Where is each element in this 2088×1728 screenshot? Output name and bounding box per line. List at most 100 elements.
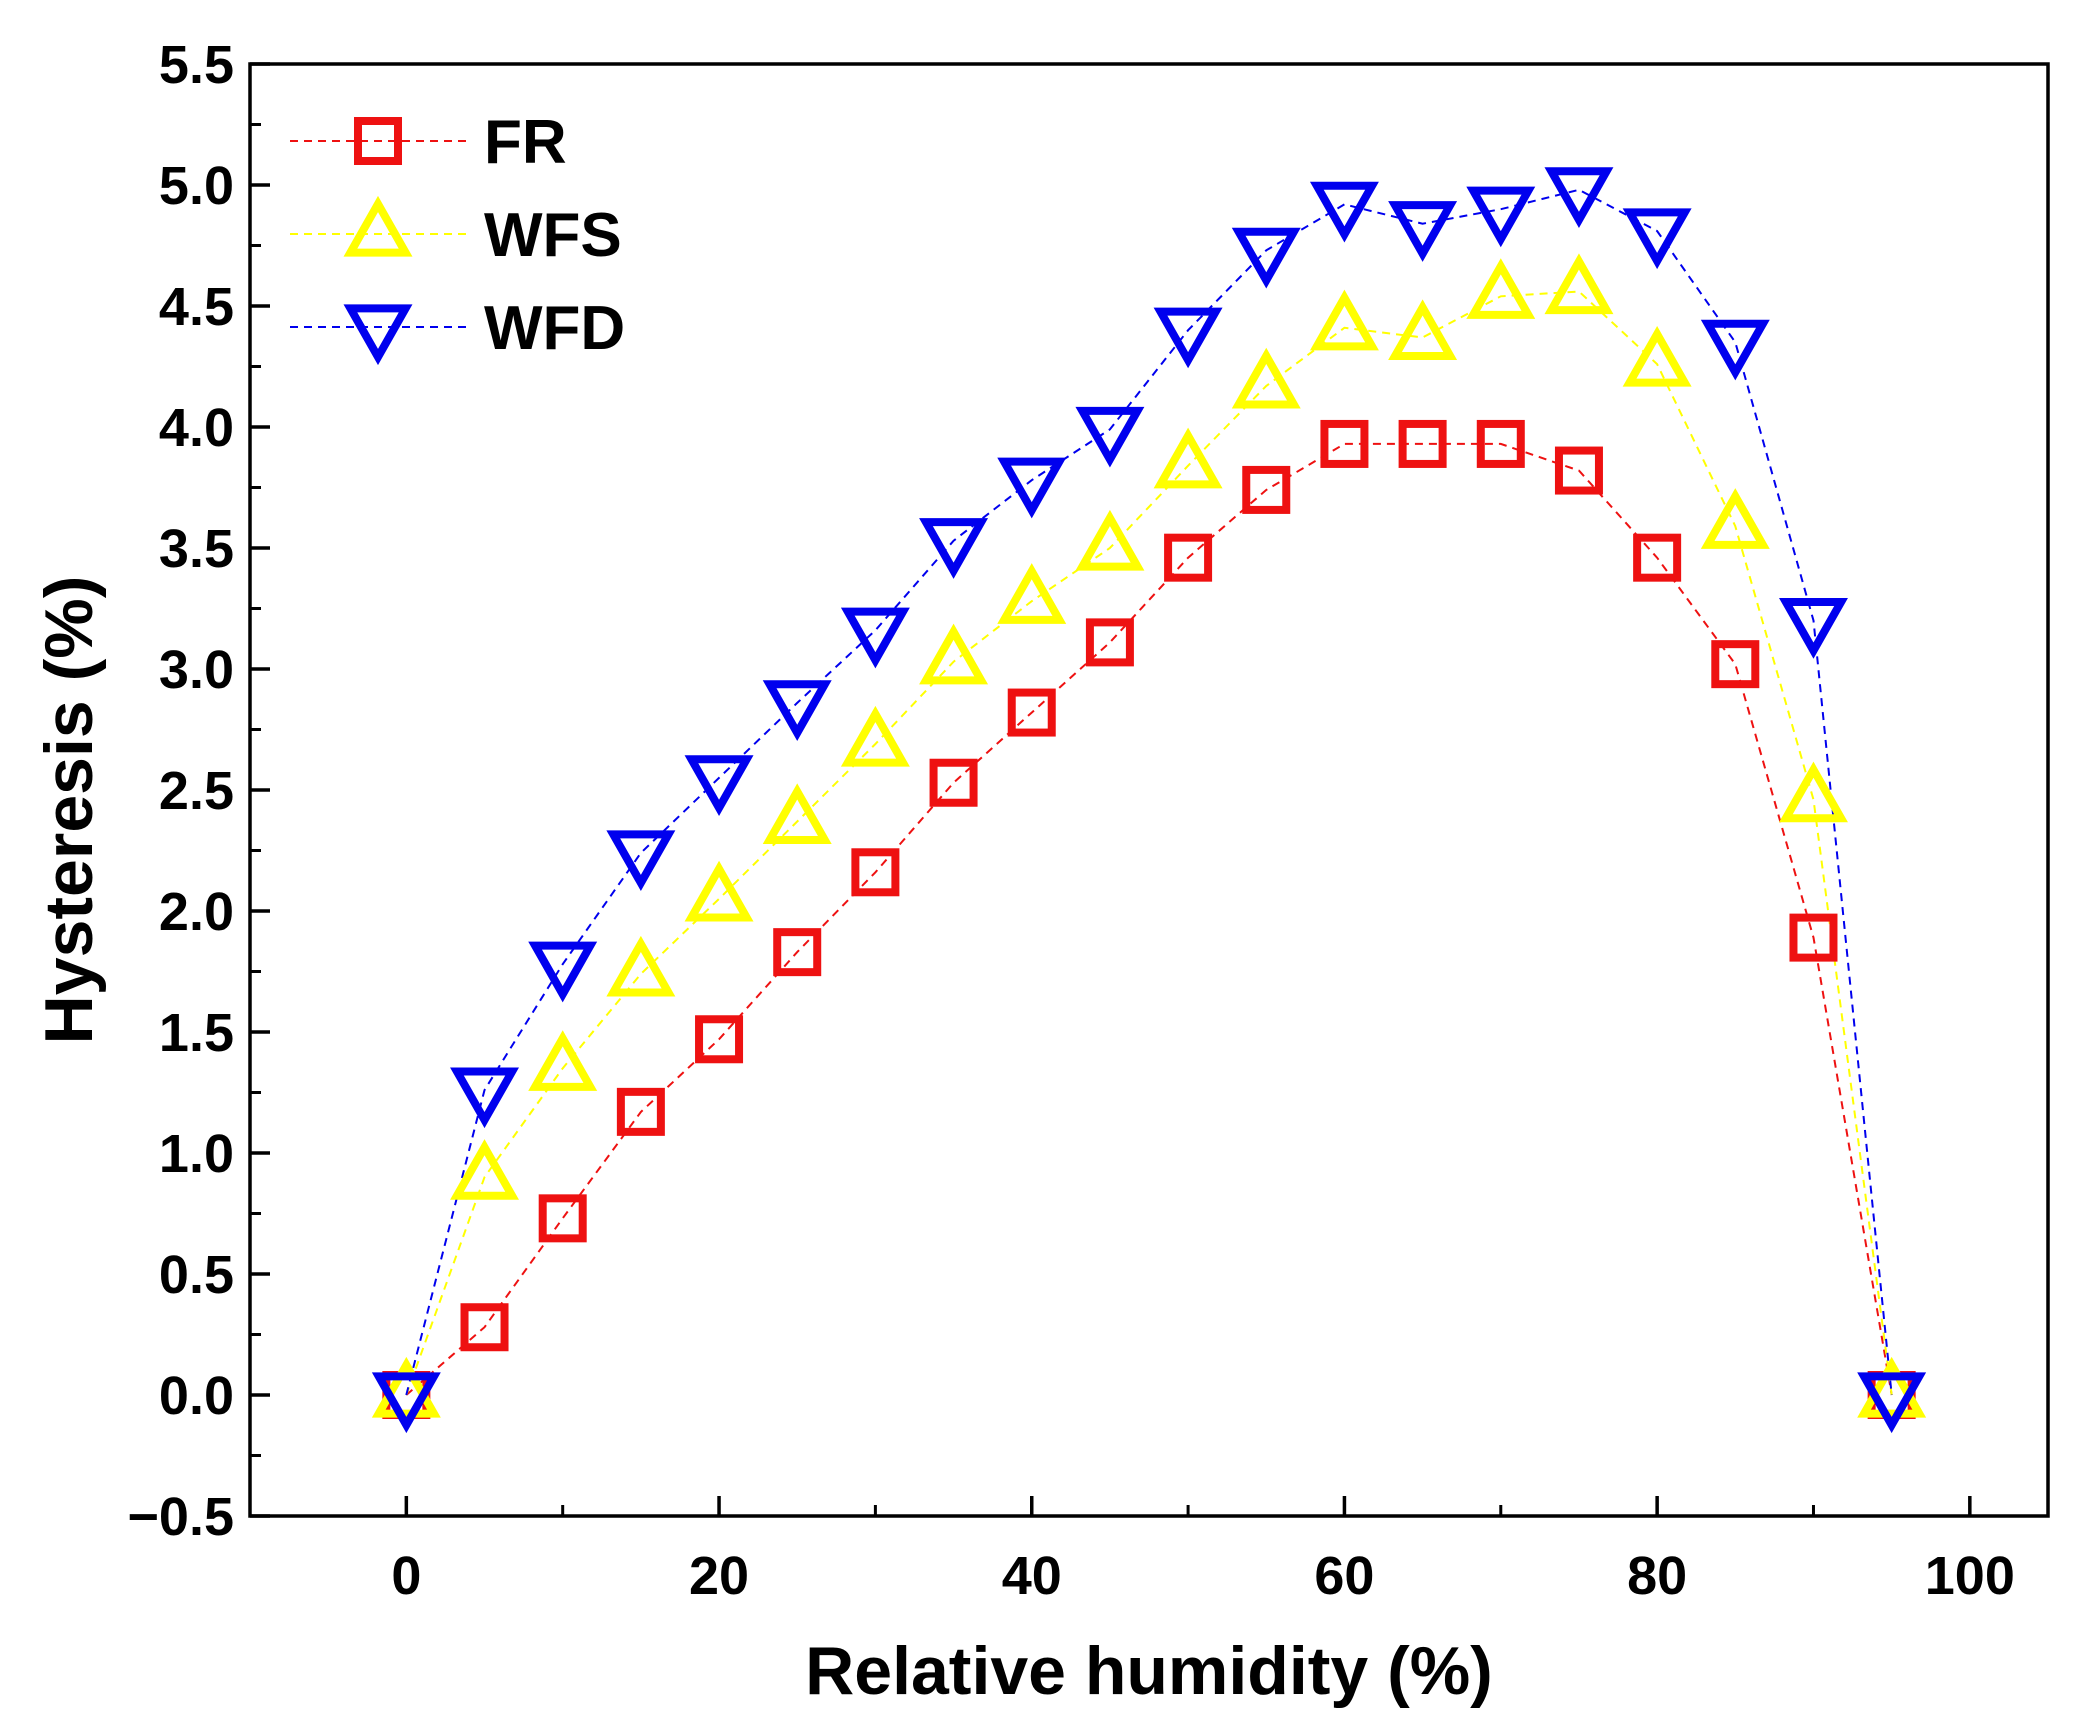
data-point-wfd xyxy=(1857,1372,1927,1434)
series-wfd xyxy=(405,188,1893,1396)
series-points-wfs xyxy=(371,253,1927,1418)
data-point-wfd xyxy=(1779,598,1848,659)
data-point-wfd xyxy=(528,941,598,1003)
data-point-wfs xyxy=(1466,258,1536,319)
data-point-wfs xyxy=(919,623,989,685)
legend-marker xyxy=(343,195,413,257)
data-point-fr xyxy=(1789,913,1838,962)
series-points-fr xyxy=(382,419,1916,1419)
data-point-fr xyxy=(1085,618,1134,667)
data-point-wfd xyxy=(606,830,676,892)
data-point-wfd xyxy=(1622,208,1692,270)
data-point-fr xyxy=(1398,419,1447,468)
data-point-wfs xyxy=(450,1139,519,1200)
x-tick-label: 60 xyxy=(1314,1546,1374,1606)
data-point-wfd xyxy=(371,1372,441,1434)
data-point-wfs xyxy=(1544,253,1614,315)
data-point-wfd xyxy=(450,1067,519,1129)
data-point-wfd xyxy=(997,457,1067,519)
legend-label: WFS xyxy=(484,201,622,270)
x-tick-label: 100 xyxy=(1925,1546,2015,1606)
y-tick-label: 4.5 xyxy=(159,277,234,337)
data-point-wfs xyxy=(528,1030,598,1091)
data-point-fr xyxy=(1242,465,1291,514)
data-point-wfd xyxy=(1700,319,1770,381)
data-point-wfs xyxy=(371,1356,441,1418)
data-point-wfs xyxy=(1309,289,1379,351)
data-point-fr xyxy=(1633,533,1682,582)
data-point-wfs xyxy=(606,935,676,997)
y-axis-title: Hysteresis (%) xyxy=(31,576,107,1045)
data-point-wfd xyxy=(1544,167,1614,228)
y-tick-label: 2.5 xyxy=(159,761,234,821)
data-point-wfs xyxy=(1622,325,1692,387)
y-tick-label: 4.0 xyxy=(159,398,234,458)
data-point-wfs xyxy=(1075,509,1145,571)
data-point-fr xyxy=(1476,419,1525,468)
x-tick-label: 0 xyxy=(391,1546,421,1606)
data-point-wfd xyxy=(762,680,832,741)
y-tick-label: 2.0 xyxy=(159,882,234,942)
data-point-fr xyxy=(1320,419,1369,468)
data-point-wfs xyxy=(1857,1356,1927,1418)
data-point-fr xyxy=(851,848,900,897)
x-axis-title: Relative humidity (%) xyxy=(805,1633,1493,1709)
data-point-wfs xyxy=(840,705,910,767)
legend-marker xyxy=(354,117,402,165)
series-fr xyxy=(405,442,1893,1396)
y-tick-label: 3.0 xyxy=(159,640,234,700)
y-tick-label: 3.5 xyxy=(159,519,234,579)
data-point-wfd xyxy=(840,607,910,669)
data-point-fr xyxy=(1711,640,1760,689)
y-tick-label: −0.5 xyxy=(127,1487,234,1547)
legend: FR WFS WFD xyxy=(290,108,625,366)
data-point-wfd xyxy=(684,755,754,817)
data-point-wfd xyxy=(1466,186,1536,248)
data-point-wfd xyxy=(1309,181,1379,243)
data-point-wfd xyxy=(1231,227,1301,289)
x-tick-label: 40 xyxy=(1002,1546,1062,1606)
legend-item-wfd: WFD xyxy=(290,294,625,366)
data-point-fr xyxy=(460,1303,509,1352)
data-point-wfd xyxy=(1153,307,1223,369)
data-point-wfs xyxy=(1700,488,1770,549)
data-point-wfs xyxy=(762,783,832,845)
data-point-wfs xyxy=(1779,761,1848,823)
data-point-wfs xyxy=(997,563,1067,624)
data-point-wfd xyxy=(1075,406,1145,468)
y-tick-label: 1.5 xyxy=(159,1003,234,1063)
axes-layer: 0 20 40 60 80 100 −0.5 0.0 0.5 1.0 1.5 2.0 2.5 3.0 3.5… xyxy=(127,35,2014,1606)
y-tick-label: 0.5 xyxy=(159,1245,234,1305)
data-point-fr xyxy=(616,1087,665,1136)
series-layer xyxy=(371,167,1927,1434)
y-tick-label: 0.0 xyxy=(159,1366,234,1426)
y-tick-label: 1.0 xyxy=(159,1124,234,1184)
data-point-fr xyxy=(773,928,822,977)
data-point-wfs xyxy=(684,860,754,922)
legend-label: FR xyxy=(484,108,567,177)
legend-item-wfs: WFS xyxy=(290,195,622,270)
series-line-wfd xyxy=(405,188,1893,1396)
series-points-wfd xyxy=(371,167,1927,1434)
data-point-wfs xyxy=(1231,347,1301,409)
y-tick-label: 5.5 xyxy=(159,35,234,95)
data-point-fr xyxy=(1007,688,1056,737)
x-tick-label: 20 xyxy=(689,1546,749,1606)
legend-marker xyxy=(343,304,413,366)
series-line-fr xyxy=(405,442,1893,1396)
data-point-wfd xyxy=(1388,201,1458,262)
x-tick-label: 80 xyxy=(1627,1546,1687,1606)
data-point-wfd xyxy=(919,518,989,579)
data-point-fr xyxy=(1164,533,1213,582)
data-point-fr xyxy=(1554,446,1603,495)
data-point-fr xyxy=(695,1015,744,1064)
legend-label: WFD xyxy=(484,294,625,363)
data-point-fr xyxy=(538,1194,587,1243)
y-tick-label: 5.0 xyxy=(159,156,234,216)
data-point-fr xyxy=(929,758,978,807)
legend-item-fr: FR xyxy=(290,108,567,177)
data-point-wfs xyxy=(1388,299,1458,361)
data-point-wfs xyxy=(1153,427,1223,489)
